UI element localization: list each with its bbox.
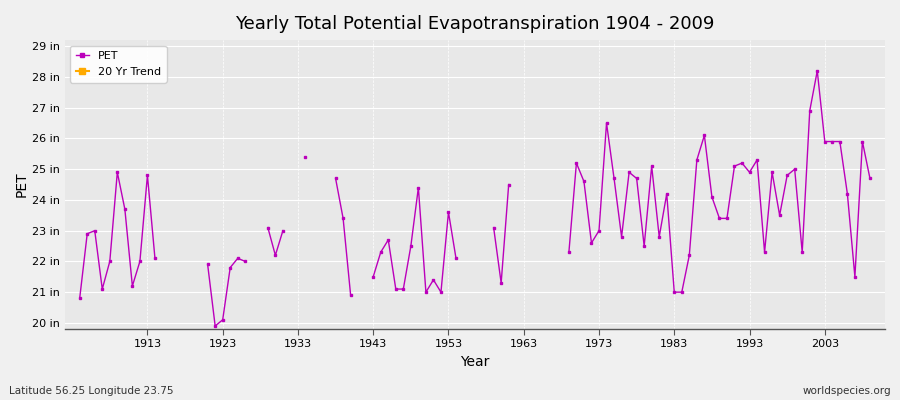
X-axis label: Year: Year: [460, 355, 490, 369]
Y-axis label: PET: PET: [15, 172, 29, 197]
PET: [865, 176, 876, 181]
PET: [75, 296, 86, 301]
Legend: PET, 20 Yr Trend: PET, 20 Yr Trend: [70, 46, 166, 82]
Title: Yearly Total Potential Evapotranspiration 1904 - 2009: Yearly Total Potential Evapotranspiratio…: [235, 15, 715, 33]
PET: [594, 228, 605, 233]
PET: [624, 170, 634, 175]
Line: PET: PET: [78, 70, 871, 327]
PET: [97, 287, 108, 292]
Text: Latitude 56.25 Longitude 23.75: Latitude 56.25 Longitude 23.75: [9, 386, 174, 396]
PET: [767, 170, 778, 175]
Text: worldspecies.org: worldspecies.org: [803, 386, 891, 396]
